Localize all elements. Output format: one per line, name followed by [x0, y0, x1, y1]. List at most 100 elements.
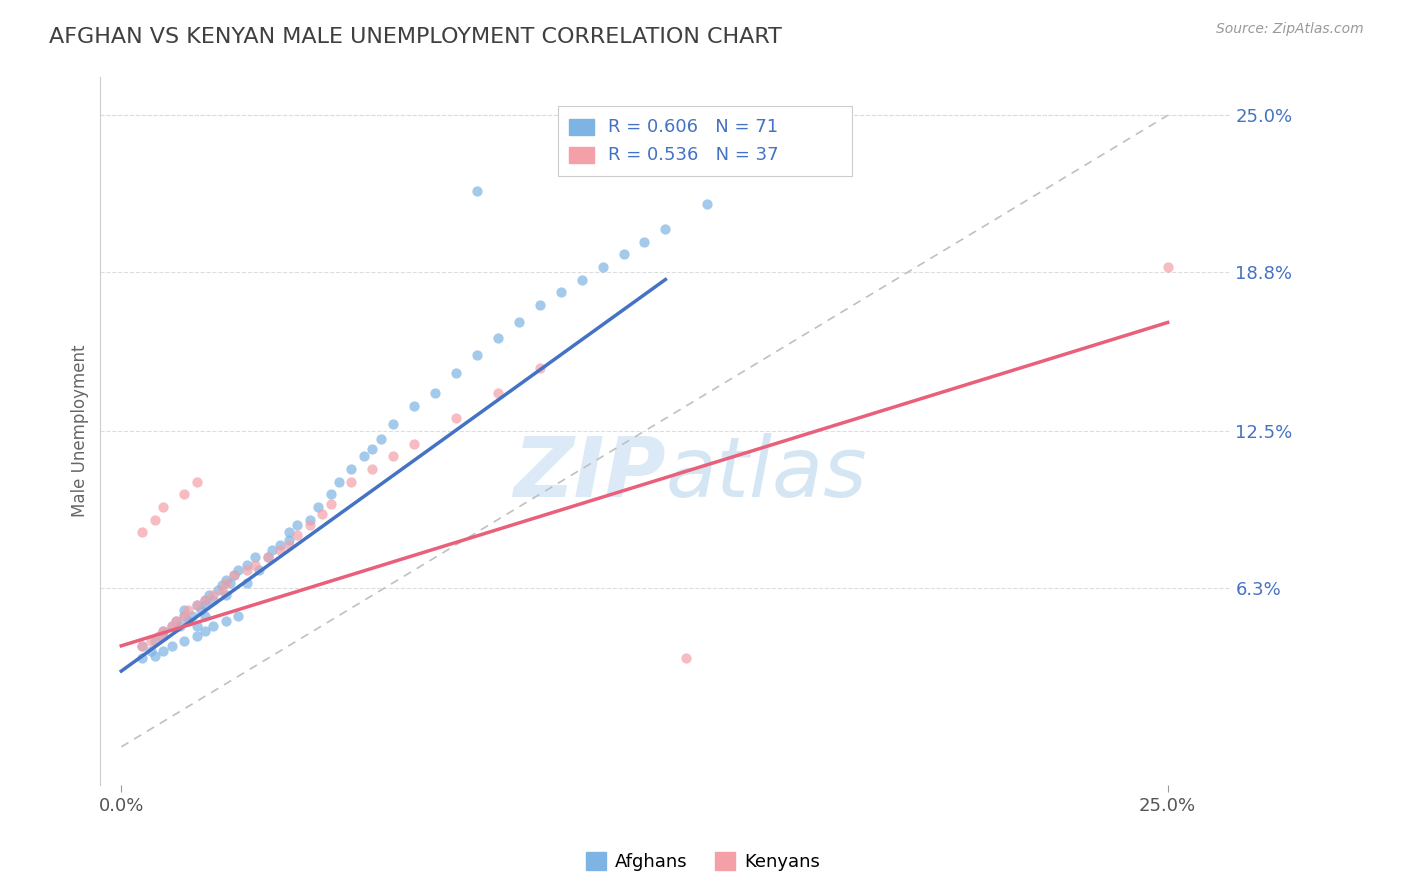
- Point: [675, 651, 697, 665]
- Point: [529, 298, 551, 312]
- Point: [382, 450, 405, 464]
- Point: [696, 196, 718, 211]
- Point: [298, 512, 321, 526]
- Point: [529, 360, 551, 375]
- Text: ZIP: ZIP: [513, 433, 665, 514]
- Point: [245, 558, 267, 572]
- Text: AFGHAN VS KENYAN MALE UNEMPLOYMENT CORRELATION CHART: AFGHAN VS KENYAN MALE UNEMPLOYMENT CORRE…: [49, 27, 782, 46]
- Point: [143, 512, 166, 526]
- Point: [173, 603, 195, 617]
- Point: [319, 497, 342, 511]
- Point: [186, 475, 208, 489]
- Point: [370, 432, 392, 446]
- Point: [215, 575, 238, 590]
- Point: [198, 588, 221, 602]
- Point: [228, 608, 250, 623]
- Point: [465, 348, 488, 362]
- Point: [215, 573, 238, 587]
- Point: [139, 644, 162, 658]
- Point: [215, 614, 238, 628]
- Point: [444, 411, 467, 425]
- Point: [169, 618, 191, 632]
- Point: [592, 260, 614, 274]
- Point: [404, 436, 426, 450]
- Point: [260, 542, 283, 557]
- Point: [612, 247, 634, 261]
- Point: [186, 599, 208, 613]
- Point: [152, 624, 174, 638]
- Point: [236, 563, 259, 577]
- Point: [186, 599, 208, 613]
- Point: [236, 558, 259, 572]
- Point: [269, 538, 291, 552]
- Point: [298, 517, 321, 532]
- Bar: [569, 147, 595, 163]
- Point: [173, 487, 195, 501]
- Point: [160, 618, 183, 632]
- Point: [165, 614, 187, 628]
- Point: [224, 568, 246, 582]
- Point: [236, 575, 259, 590]
- Point: [245, 550, 267, 565]
- Text: R = 0.606   N = 71: R = 0.606 N = 71: [607, 118, 778, 136]
- Point: [550, 285, 572, 300]
- Point: [215, 588, 238, 602]
- Point: [165, 614, 187, 628]
- Point: [177, 603, 200, 617]
- Point: [633, 235, 655, 249]
- Point: [211, 578, 233, 592]
- Point: [148, 629, 170, 643]
- Point: [277, 525, 299, 540]
- Point: [202, 588, 225, 602]
- Point: [311, 508, 333, 522]
- Point: [361, 442, 384, 456]
- Point: [173, 633, 195, 648]
- Point: [131, 651, 153, 665]
- Point: [173, 608, 195, 623]
- Point: [152, 629, 174, 643]
- Text: R = 0.536   N = 37: R = 0.536 N = 37: [607, 146, 779, 164]
- Point: [256, 550, 278, 565]
- Point: [654, 222, 676, 236]
- Point: [186, 618, 208, 632]
- Point: [277, 538, 299, 552]
- Point: [181, 608, 204, 623]
- Point: [190, 603, 212, 617]
- Point: [269, 542, 291, 557]
- Point: [277, 533, 299, 547]
- Point: [404, 399, 426, 413]
- Point: [247, 563, 270, 577]
- Point: [486, 331, 509, 345]
- Point: [143, 633, 166, 648]
- Point: [340, 462, 363, 476]
- Text: atlas: atlas: [665, 433, 868, 514]
- Point: [177, 614, 200, 628]
- Point: [307, 500, 329, 514]
- Point: [425, 386, 447, 401]
- Point: [194, 593, 217, 607]
- Point: [319, 487, 342, 501]
- Point: [152, 624, 174, 638]
- Point: [571, 272, 593, 286]
- Point: [194, 608, 217, 623]
- Point: [194, 593, 217, 607]
- Point: [186, 629, 208, 643]
- Point: [382, 417, 405, 431]
- Point: [152, 500, 174, 514]
- Point: [486, 386, 509, 401]
- Point: [194, 599, 217, 613]
- Point: [211, 583, 233, 598]
- Point: [207, 583, 229, 598]
- Point: [508, 316, 530, 330]
- Point: [361, 462, 384, 476]
- FancyBboxPatch shape: [558, 106, 852, 177]
- Point: [256, 550, 278, 565]
- Point: [131, 525, 153, 540]
- Point: [1157, 260, 1180, 274]
- Point: [228, 563, 250, 577]
- Point: [328, 475, 350, 489]
- Point: [131, 639, 153, 653]
- Point: [285, 527, 308, 541]
- Point: [340, 475, 363, 489]
- Point: [202, 618, 225, 632]
